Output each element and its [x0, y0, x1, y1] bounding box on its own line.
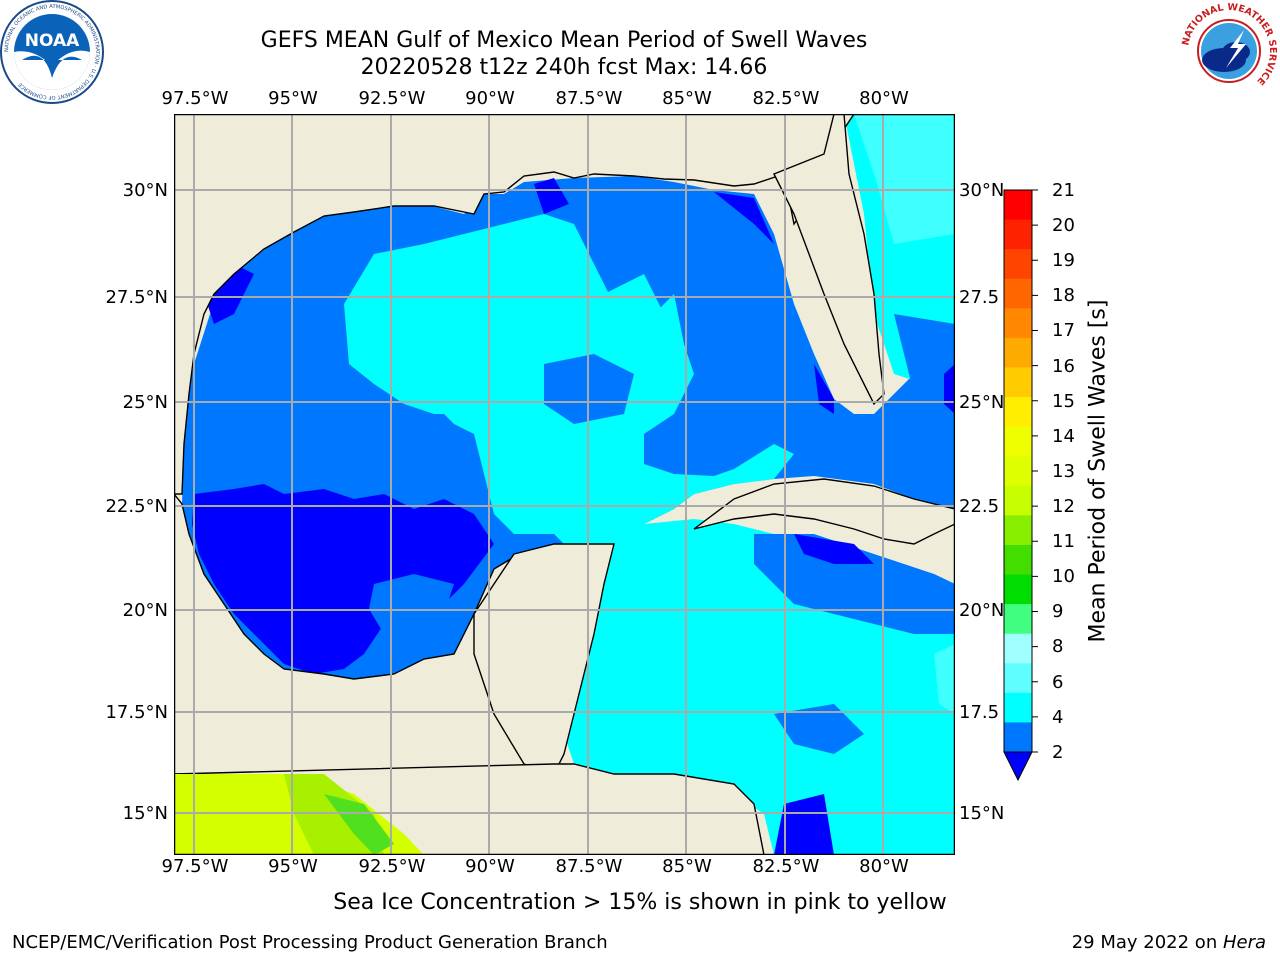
- colorbar-segment: [1004, 278, 1032, 309]
- land-cuba: [693, 478, 955, 545]
- lon-label-top: 85°W: [662, 88, 712, 109]
- west-gulf-deep: [192, 484, 494, 674]
- noaa-logo-text: NOAA: [25, 31, 80, 51]
- lon-label-bottom: 85°W: [662, 856, 712, 877]
- lat-label-right: 25°N: [959, 392, 1005, 413]
- lat-label-left: 20°N: [122, 600, 168, 621]
- colorbar-tick-label: 17: [1052, 320, 1075, 341]
- colorbar-segment: [1004, 544, 1032, 576]
- lon-label-top: 92.5°W: [358, 88, 426, 109]
- colorbar-segment: [1004, 663, 1032, 694]
- colorbar-tick-label: 2: [1052, 742, 1064, 763]
- lat-label-left: 30°N: [122, 180, 168, 201]
- colorbar-segment: [1004, 456, 1032, 487]
- colorbar-segment: [1004, 308, 1032, 339]
- colorbar-segment: [1004, 397, 1032, 428]
- lon-label-bottom: 90°W: [465, 856, 515, 877]
- lat-label-left: 22.5°N: [105, 496, 168, 517]
- colorbar-tick-label: 13: [1052, 461, 1075, 482]
- colorbar-tick-label: 11: [1052, 531, 1075, 552]
- colorbar-segment: [1004, 249, 1032, 280]
- colorbar-segment: [1004, 574, 1032, 605]
- colorbar-tick-label: 20: [1052, 215, 1075, 236]
- lon-label-bottom: 95°W: [268, 856, 318, 877]
- lon-label-top: 90°W: [465, 88, 515, 109]
- colorbar-tick-label: 18: [1052, 285, 1075, 306]
- lon-label-top: 97.5°W: [161, 88, 229, 109]
- colorbar-segment: [1004, 337, 1032, 368]
- colorbar-segment: [1004, 426, 1032, 457]
- colorbar-tick-label: 10: [1052, 566, 1075, 587]
- lat-label-right: 20°N: [959, 600, 1005, 621]
- colorbar-tick-label: 9: [1052, 601, 1064, 622]
- chart-subtitle: 20220528 t12z 240h fcst Max: 14.66: [360, 55, 768, 80]
- lon-label-bottom: 97.5°W: [161, 856, 229, 877]
- colorbar-tick-label: 16: [1052, 356, 1075, 377]
- colorbar-segment: [1004, 633, 1032, 664]
- lat-label-right: 27.5: [959, 287, 1000, 308]
- colorbar-tick-label: 6: [1052, 672, 1064, 693]
- lon-label-top: 95°W: [268, 88, 318, 109]
- colorbar-tick-label: 8: [1052, 636, 1064, 657]
- colorbar-segment: [1004, 219, 1032, 250]
- lat-label-right: 22.5: [959, 496, 1000, 517]
- colorbar-tick-label: 4: [1052, 707, 1064, 728]
- colorbar: [1003, 189, 1038, 782]
- colorbar-segment: [1004, 485, 1032, 516]
- nws-logo: NATIONAL WEATHER SERVICE: [1178, 0, 1280, 102]
- land-florida: [773, 114, 885, 406]
- lon-label-bottom: 80°W: [859, 856, 909, 877]
- colorbar-tick-label: 15: [1052, 391, 1075, 412]
- lon-label-bottom: 82.5°W: [752, 856, 820, 877]
- lat-label-right: 17.5: [959, 702, 1000, 723]
- footer-date: 29 May 2022 on Hera: [1072, 932, 1266, 953]
- colorbar-segment: [1004, 604, 1032, 635]
- colorbar-extend-arrow: [1003, 751, 1033, 782]
- colorbar-label: Mean Period of Swell Waves [s]: [1085, 299, 1111, 643]
- footer-date-text: 29 May 2022 on: [1071, 932, 1223, 953]
- colorbar-segment: [1004, 722, 1032, 753]
- chart-title: GEFS MEAN Gulf of Mexico Mean Period of …: [260, 28, 868, 53]
- colorbar-tick-label: 12: [1052, 496, 1075, 517]
- lon-label-bottom: 92.5°W: [358, 856, 426, 877]
- footer-credit: NCEP/EMC/Verification Post Processing Pr…: [12, 932, 608, 953]
- footer-host: Hera: [1222, 932, 1266, 953]
- noaa-logo: NOAA NATIONAL OCEANIC AND ATMOSPHERIC AD…: [0, 0, 104, 104]
- colorbar-segment: [1004, 692, 1032, 723]
- lat-label-left: 27.5°N: [105, 287, 168, 308]
- lon-label-top: 80°W: [859, 88, 909, 109]
- lat-label-left: 17.5°N: [105, 702, 168, 723]
- colorbar-segment: [1004, 515, 1032, 546]
- colorbar-segment: [1004, 367, 1032, 398]
- lon-label-top: 87.5°W: [555, 88, 623, 109]
- colorbar-tick-label: 19: [1052, 250, 1075, 271]
- land-yucatan: [473, 543, 615, 775]
- map-plot: [174, 114, 955, 855]
- map-gridlines: [174, 114, 955, 855]
- lon-label-top: 82.5°W: [752, 88, 820, 109]
- sea-ice-note: Sea Ice Concentration > 15% is shown in …: [333, 890, 947, 915]
- colorbar-segment: [1004, 190, 1032, 221]
- colorbar-tick-label: 14: [1052, 426, 1075, 447]
- lat-label-right: 30°N: [959, 180, 1005, 201]
- lon-label-bottom: 87.5°W: [555, 856, 623, 877]
- lat-label-left: 15°N: [122, 803, 168, 824]
- lat-label-left: 25°N: [122, 392, 168, 413]
- lat-label-right: 15°N: [959, 803, 1005, 824]
- colorbar-tick-label: 21: [1052, 180, 1075, 201]
